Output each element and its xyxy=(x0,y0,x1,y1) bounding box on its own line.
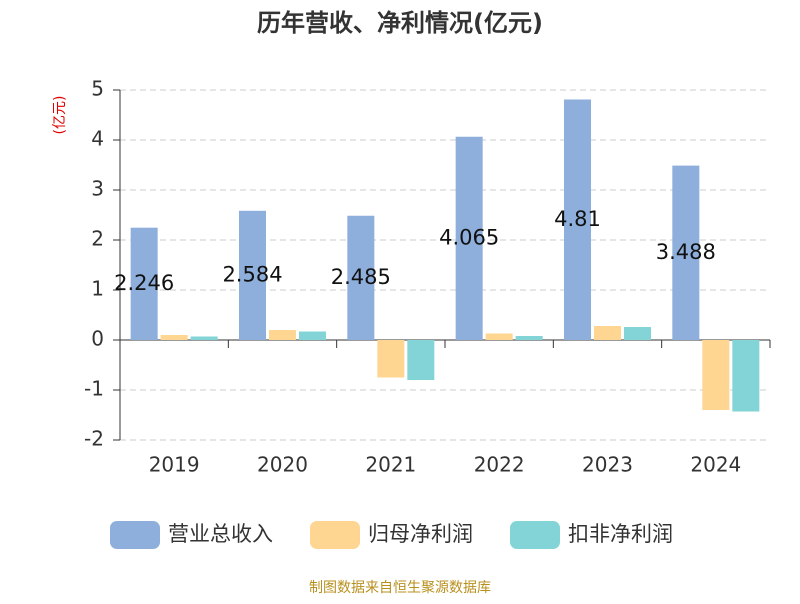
y-tick-label: 1 xyxy=(91,277,104,301)
bar xyxy=(407,340,435,380)
data-label: 3.488 xyxy=(656,240,716,264)
y-tick-label: 0 xyxy=(91,327,104,351)
y-tick-label: 3 xyxy=(91,177,104,201)
bar xyxy=(190,336,218,340)
y-tick-label: 4 xyxy=(91,127,104,151)
x-tick-label: 2024 xyxy=(690,453,741,477)
data-label: 4.81 xyxy=(554,207,601,231)
bar xyxy=(515,336,543,340)
bar xyxy=(702,340,730,410)
data-label: 2.485 xyxy=(331,265,391,289)
legend-label: 归母净利润 xyxy=(368,522,473,546)
data-label: 2.584 xyxy=(222,262,282,286)
bar xyxy=(624,327,651,340)
data-label: 2.246 xyxy=(114,271,174,295)
bar xyxy=(564,99,591,340)
bar xyxy=(299,331,326,340)
y-axis-label: (亿元) xyxy=(52,96,68,135)
chart-title: 历年营收、净利情况(亿元) xyxy=(257,9,543,37)
legend-swatch xyxy=(310,521,360,549)
data-label: 4.065 xyxy=(439,225,499,249)
legend-swatch xyxy=(110,521,160,549)
bar xyxy=(455,136,483,340)
legend-swatch xyxy=(510,521,560,549)
bar xyxy=(347,215,375,340)
x-tick-label: 2021 xyxy=(365,453,416,477)
x-tick-label: 2019 xyxy=(149,453,200,477)
bar xyxy=(672,165,700,340)
bar xyxy=(732,340,760,412)
y-tick-label: 5 xyxy=(91,77,104,101)
y-tick-label: 2 xyxy=(91,227,104,251)
legend-label: 营业总收入 xyxy=(168,522,273,546)
y-tick-label: -1 xyxy=(84,377,104,401)
legend-label: 扣非净利润 xyxy=(568,522,673,546)
bar xyxy=(594,326,621,340)
source-note: 制图数据来自恒生聚源数据库 xyxy=(309,580,491,596)
y-tick-label: -2 xyxy=(84,427,104,451)
bar xyxy=(239,210,266,340)
x-tick-label: 2022 xyxy=(474,453,525,477)
bar xyxy=(377,340,405,378)
bar xyxy=(160,335,188,340)
bar xyxy=(269,330,296,340)
x-tick-label: 2020 xyxy=(257,453,308,477)
bar xyxy=(130,227,158,340)
x-tick-label: 2023 xyxy=(582,453,633,477)
bar xyxy=(485,333,513,340)
